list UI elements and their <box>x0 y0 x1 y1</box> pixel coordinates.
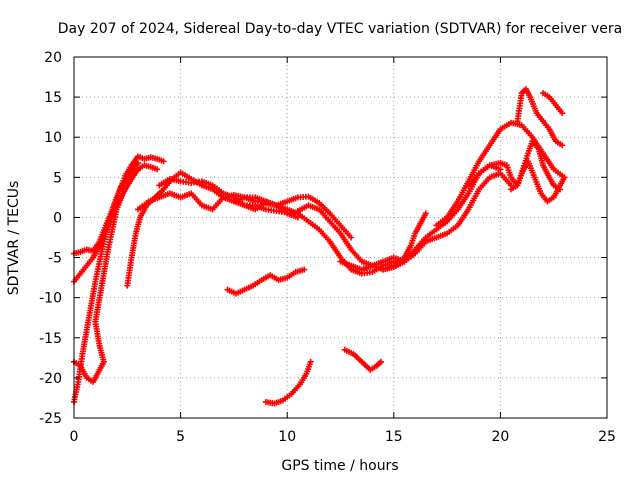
data-point <box>348 234 355 241</box>
series-arc-q <box>224 266 308 297</box>
x-tick-label: 0 <box>70 429 79 445</box>
y-tick-label: -25 <box>39 411 62 427</box>
chart-title: Day 207 of 2024, Sidereal Day-to-day VTE… <box>58 21 622 37</box>
x-tick-label: 25 <box>598 429 616 445</box>
y-tick-label: 5 <box>53 170 62 186</box>
grid <box>74 57 607 418</box>
y-tick-label: 20 <box>44 50 62 66</box>
y-tick-label: 10 <box>44 130 62 146</box>
y-tick-label: -5 <box>48 251 62 267</box>
series-arc-p <box>540 90 566 117</box>
x-axis-label: GPS time / hours <box>281 458 398 474</box>
y-tick-label: 15 <box>44 90 62 106</box>
data-point <box>561 174 568 181</box>
series-arc-k <box>380 210 429 273</box>
plot-frame <box>73 56 608 419</box>
axis-ticks: 0 5 10 15 20 25 -25 -20 -15 -10 -5 0 5 10 15 20 <box>39 50 616 445</box>
data-points <box>71 86 568 407</box>
series-arc-n <box>508 158 568 205</box>
data-point <box>134 159 141 166</box>
y-tick-label: -20 <box>39 371 62 387</box>
series-arc-c <box>71 159 141 405</box>
series-arc-d <box>71 178 133 385</box>
data-point <box>301 266 308 273</box>
data-point <box>126 178 133 185</box>
data-point <box>307 358 314 365</box>
series-arc-r <box>262 358 314 407</box>
y-tick-label: -10 <box>39 291 62 307</box>
series-arc-j <box>337 170 515 273</box>
data-point <box>378 358 385 365</box>
data-point <box>559 110 566 117</box>
x-tick-label: 10 <box>278 429 296 445</box>
series-arc-g <box>156 175 355 241</box>
data-point <box>422 210 429 217</box>
y-tick-label: -15 <box>39 331 62 347</box>
data-point <box>154 166 161 173</box>
x-tick-label: 5 <box>176 429 185 445</box>
y-axis-label: SDTVAR / TECUs <box>6 181 22 296</box>
y-tick-label: 0 <box>53 210 62 226</box>
data-point <box>559 142 566 149</box>
series-arc-b <box>71 162 161 285</box>
series-arc-o <box>514 86 566 149</box>
series-arc-s <box>341 346 385 373</box>
x-tick-label: 20 <box>491 429 509 445</box>
x-tick-label: 15 <box>385 429 403 445</box>
data-point <box>160 158 167 165</box>
